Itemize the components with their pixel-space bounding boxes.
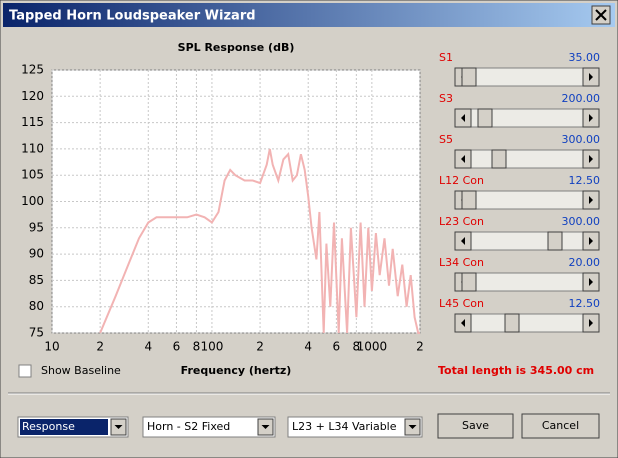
arrow-icon [589,155,593,163]
slider-label: S3 [439,92,453,105]
y-tick-label: 85 [29,273,44,287]
arrow-icon [461,237,465,245]
checkbox[interactable]: Show Baseline [18,364,121,378]
selection [20,419,108,435]
scroll-thumb[interactable] [477,108,493,128]
x-tick-label: 8 [193,340,201,354]
arrow-icon [589,278,593,286]
button-label: Cancel [542,419,579,432]
arrow-icon [589,319,593,327]
arrow-icon [589,196,593,204]
x-tick-label: 6 [333,340,341,354]
x-tick-label: 8 [353,340,361,354]
window-title: Tapped Horn Loudspeaker Wizard [9,9,256,24]
dropdown-text: Response [22,420,75,433]
arrow-icon [589,73,593,81]
dropdown[interactable] [287,416,423,438]
arrow-icon [589,114,593,122]
arrow-icon [461,114,465,122]
scroll-thumb[interactable] [504,313,520,333]
slider-label: L34 Con [439,256,484,269]
x-tick-label: 6 [173,340,181,354]
chart-title: SPL Response (dB) [178,41,295,54]
dropdown-text: L23 + L34 Variable [292,420,397,433]
button[interactable] [521,413,600,439]
y-tick-label: 115 [21,115,44,129]
x-tick-label: 100 [200,340,223,354]
slider-value: 12.50 [569,174,601,187]
slider-label: L45 Con [439,297,484,310]
scrollbar-track[interactable] [454,67,600,87]
button-label: Save [462,419,489,432]
scroll-thumb[interactable] [547,231,563,251]
x-tick-label: 2 [96,340,104,354]
arrow-icon [114,425,123,429]
y-tick-label: 125 [21,63,44,77]
y-tick-label: 80 [29,299,44,313]
x-tick-label: 4 [304,340,312,354]
slider-value: 12.50 [569,297,601,310]
y-tick-label: 90 [29,247,44,261]
y-tick-label: 120 [21,89,44,103]
scroll-thumb[interactable] [461,190,477,210]
scrollbar-track[interactable] [454,313,600,333]
dropdown[interactable] [142,416,276,438]
y-tick-label: 100 [21,194,44,208]
checkbox-label: Show Baseline [41,364,121,377]
arrow-icon [589,237,593,245]
x-axis-label: Frequency (hertz) [181,364,292,377]
x-tick-label: 2 [416,340,424,354]
scroll-thumb[interactable] [491,149,507,169]
slider-value: 20.00 [569,256,601,269]
x-tick-label: 4 [144,340,152,354]
slider-value: 300.00 [562,215,601,228]
slider-label: L23 Con [439,215,484,228]
y-tick-label: 75 [29,326,44,340]
y-tick-label: 105 [21,168,44,182]
x-tick-label: 1000 [357,340,388,354]
y-tick-label: 95 [29,220,44,234]
slider-label: L12 Con [439,174,484,187]
x-tick-label: 10 [44,340,59,354]
close-button[interactable] [591,5,611,25]
slider-label: S1 [439,51,453,64]
button[interactable] [437,413,514,439]
scrollbar-track[interactable] [454,272,600,292]
arrow-icon [261,425,270,429]
arrow-icon [461,155,465,163]
slider-value: 200.00 [562,92,601,105]
status-text: Total length is 345.00 cm [438,364,594,377]
scroll-thumb[interactable] [461,67,477,87]
dropdown-text: Horn - S2 Fixed [147,420,230,433]
spl-line [100,149,420,333]
x-tick-label: 2 [256,340,264,354]
arrow-icon [461,319,465,327]
scrollbar-track[interactable] [454,190,600,210]
arrow-icon [408,425,417,429]
slider-value: 300.00 [562,133,601,146]
scrollbar-track[interactable] [454,108,600,128]
slider-value: 35.00 [569,51,601,64]
scrollbar-track[interactable] [454,149,600,169]
scrollbar-track[interactable] [454,231,600,251]
slider-label: S5 [439,133,453,146]
scroll-thumb[interactable] [461,272,477,292]
y-tick-label: 110 [21,141,44,155]
title-bar [3,3,615,27]
